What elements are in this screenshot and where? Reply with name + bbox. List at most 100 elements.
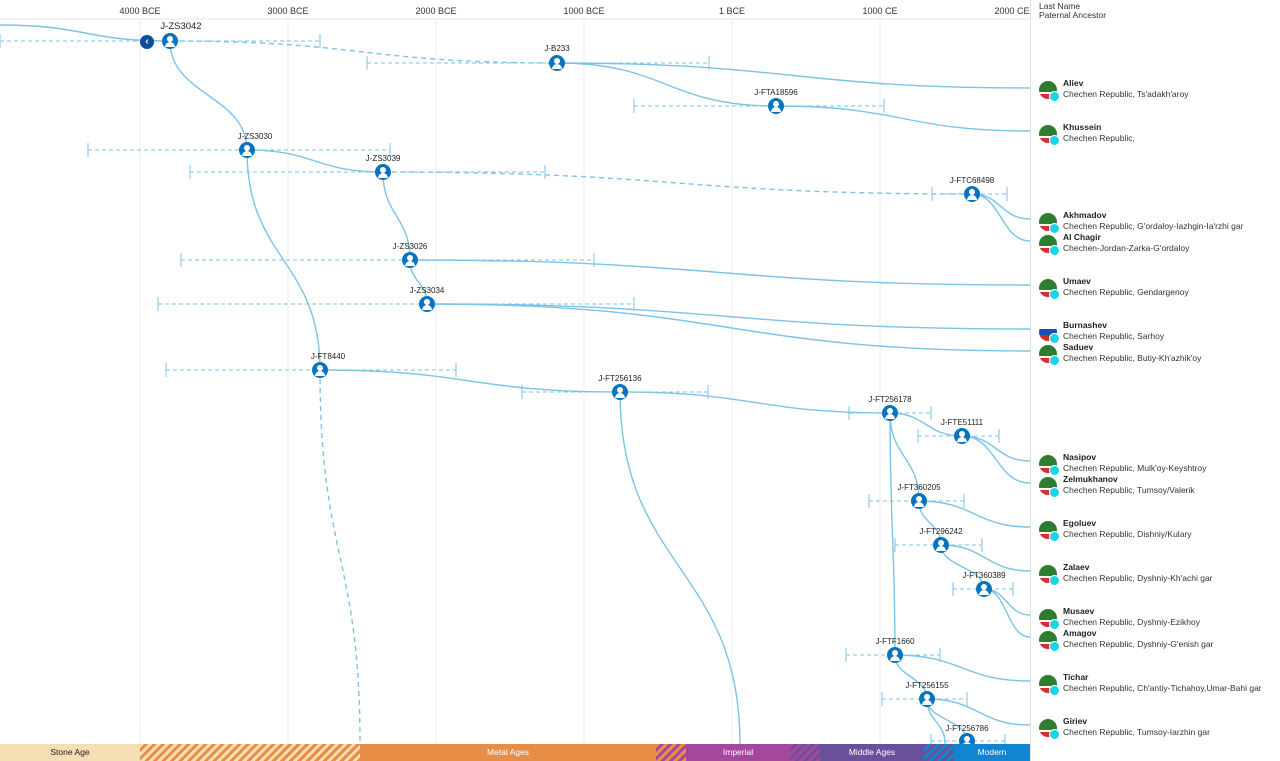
tree-node-ft256155[interactable] (919, 691, 935, 707)
tree-node-zs3026[interactable] (402, 252, 418, 268)
tree-node-ftf1660[interactable] (887, 647, 903, 663)
branch-line (319, 369, 361, 745)
tree-node-zs3042[interactable] (162, 33, 178, 49)
branch-line (926, 698, 1030, 726)
node-label: J-FT296242 (919, 527, 963, 536)
flag-icon (1039, 125, 1057, 143)
tree-node-zs3030[interactable] (239, 142, 255, 158)
tree-node-b233[interactable] (549, 55, 565, 71)
haplogroup-dot-icon (1049, 333, 1060, 344)
era-transition (656, 744, 686, 761)
haplogroup-dot-icon (1049, 289, 1060, 300)
branch-line (918, 500, 1030, 528)
node-label: J-FT256786 (945, 724, 989, 733)
node-label: J-ZS3030 (237, 132, 273, 141)
node-label: J-FTC68498 (949, 176, 995, 185)
tree-node-zs3034[interactable] (419, 296, 435, 312)
era-transition (790, 744, 820, 761)
tree-node-ftc68498[interactable] (964, 186, 980, 202)
haplogroup-dot-icon (1049, 575, 1060, 586)
person-location: Chechen Republic, Sarhoy (1063, 331, 1165, 341)
back-arrow-button[interactable]: ‹ (140, 35, 154, 49)
person-location: Chechen Republic, Ts'adakh'aroy (1063, 89, 1189, 99)
person-last-name: Aliev (1063, 78, 1084, 88)
flag-icon (1039, 455, 1057, 473)
era-modern: Modern (954, 744, 1030, 761)
person-location: Chechen Republic, Dishniy/Kulary (1063, 529, 1192, 539)
person-last-name: Musaev (1063, 606, 1095, 616)
axis-tick: 2000 CE (994, 6, 1030, 16)
person-last-name: Amagov (1063, 628, 1097, 638)
haplogroup-dot-icon (1049, 223, 1060, 234)
branch-line (961, 435, 1030, 462)
person-location: Chechen Republic, Butiy-Kh'azhik'oy (1063, 353, 1202, 363)
person-last-name: Zelmukhanov (1063, 474, 1118, 484)
node-label: J-B233 (544, 44, 570, 53)
branch-line (619, 391, 741, 745)
flag-icon (1039, 345, 1057, 363)
node-label: J-FTF1660 (875, 637, 915, 646)
column-subtitle: Paternal Ancestor (1039, 10, 1107, 20)
person-location: Chechen Republic, G'ordaloy-Iazhgin-Ia'r… (1063, 221, 1244, 231)
branch-line (169, 40, 558, 64)
person-location: Chechen Republic, Dyshniy-Kh'achi gar (1063, 573, 1213, 583)
person-location: Chechen Republic, Mulk'oy-Keyshtroy (1063, 463, 1207, 473)
tree-node-fta18596[interactable] (768, 98, 784, 114)
person-last-name: Al Chagir (1063, 232, 1101, 242)
branch-line (894, 654, 1030, 682)
node-label: J-FT360389 (962, 571, 1006, 580)
person-location: Chechen-Jordan-Zarka-G'ordaloy (1063, 243, 1190, 253)
person-last-name: Nasipov (1063, 452, 1097, 462)
flag-icon (1039, 235, 1057, 253)
era-middle-ages: Middle Ages (820, 744, 924, 761)
tree-node-ft296242[interactable] (933, 537, 949, 553)
node-label: J-FT360205 (897, 483, 941, 492)
era-transition (140, 744, 360, 761)
branch-line (426, 303, 1030, 330)
tree-svg (0, 18, 1030, 748)
person-last-name: Zalaev (1063, 562, 1090, 572)
tree-node-zs3039[interactable] (375, 164, 391, 180)
node-label: J-FT256136 (598, 374, 642, 383)
flag-icon (1039, 521, 1057, 539)
branch-line (556, 62, 1030, 89)
haplogroup-dot-icon (1049, 641, 1060, 652)
node-label: J-FT256155 (905, 681, 949, 690)
axis-tick: 2000 BCE (415, 6, 457, 16)
node-label: J-ZS3042 (160, 21, 202, 32)
tree-node-ft256178[interactable] (882, 405, 898, 421)
flag-icon (1039, 631, 1057, 649)
node-label: J-FTE51111 (940, 418, 984, 427)
flag-icon (1039, 719, 1057, 737)
flag-icon (1039, 477, 1057, 495)
flag-icon (1039, 675, 1057, 693)
branch-line (971, 193, 1030, 220)
branch-line (246, 149, 321, 371)
branch-line (382, 171, 973, 195)
tree-node-ft360205[interactable] (911, 493, 927, 509)
haplogroup-dot-icon (1049, 245, 1060, 256)
tree-node-ft256136[interactable] (612, 384, 628, 400)
tree-node-ft8440[interactable] (312, 362, 328, 378)
tree-node-fte51111[interactable] (954, 428, 970, 444)
haplotree-canvas[interactable] (0, 0, 1030, 761)
branch-line (889, 412, 963, 437)
branch-line (961, 435, 1030, 484)
axis-tick: 1000 CE (862, 6, 898, 16)
branch-line (889, 412, 896, 656)
column-header: Last Name Paternal Ancestor (1039, 2, 1106, 20)
haplogroup-dot-icon (1049, 729, 1060, 740)
branch-line (409, 259, 1030, 286)
person-location: Chechen Republic, Tumsoy-Iarzhin gar (1063, 727, 1210, 737)
branch-line (319, 369, 621, 393)
flag-icon (1039, 213, 1057, 231)
branch-line (246, 149, 384, 173)
tree-node-ft360389[interactable] (976, 581, 992, 597)
flag-icon (1039, 81, 1057, 99)
person-last-name: Saduev (1063, 342, 1094, 352)
branch-line (382, 171, 411, 261)
person-location: Chechen Republic, Gendargenoy (1063, 287, 1189, 297)
haplogroup-dot-icon (1049, 619, 1060, 630)
era-imperial: Imperial (686, 744, 790, 761)
person-location: Chechen Republic, Ch'antiy-Tichahoy,Umar… (1063, 683, 1262, 693)
